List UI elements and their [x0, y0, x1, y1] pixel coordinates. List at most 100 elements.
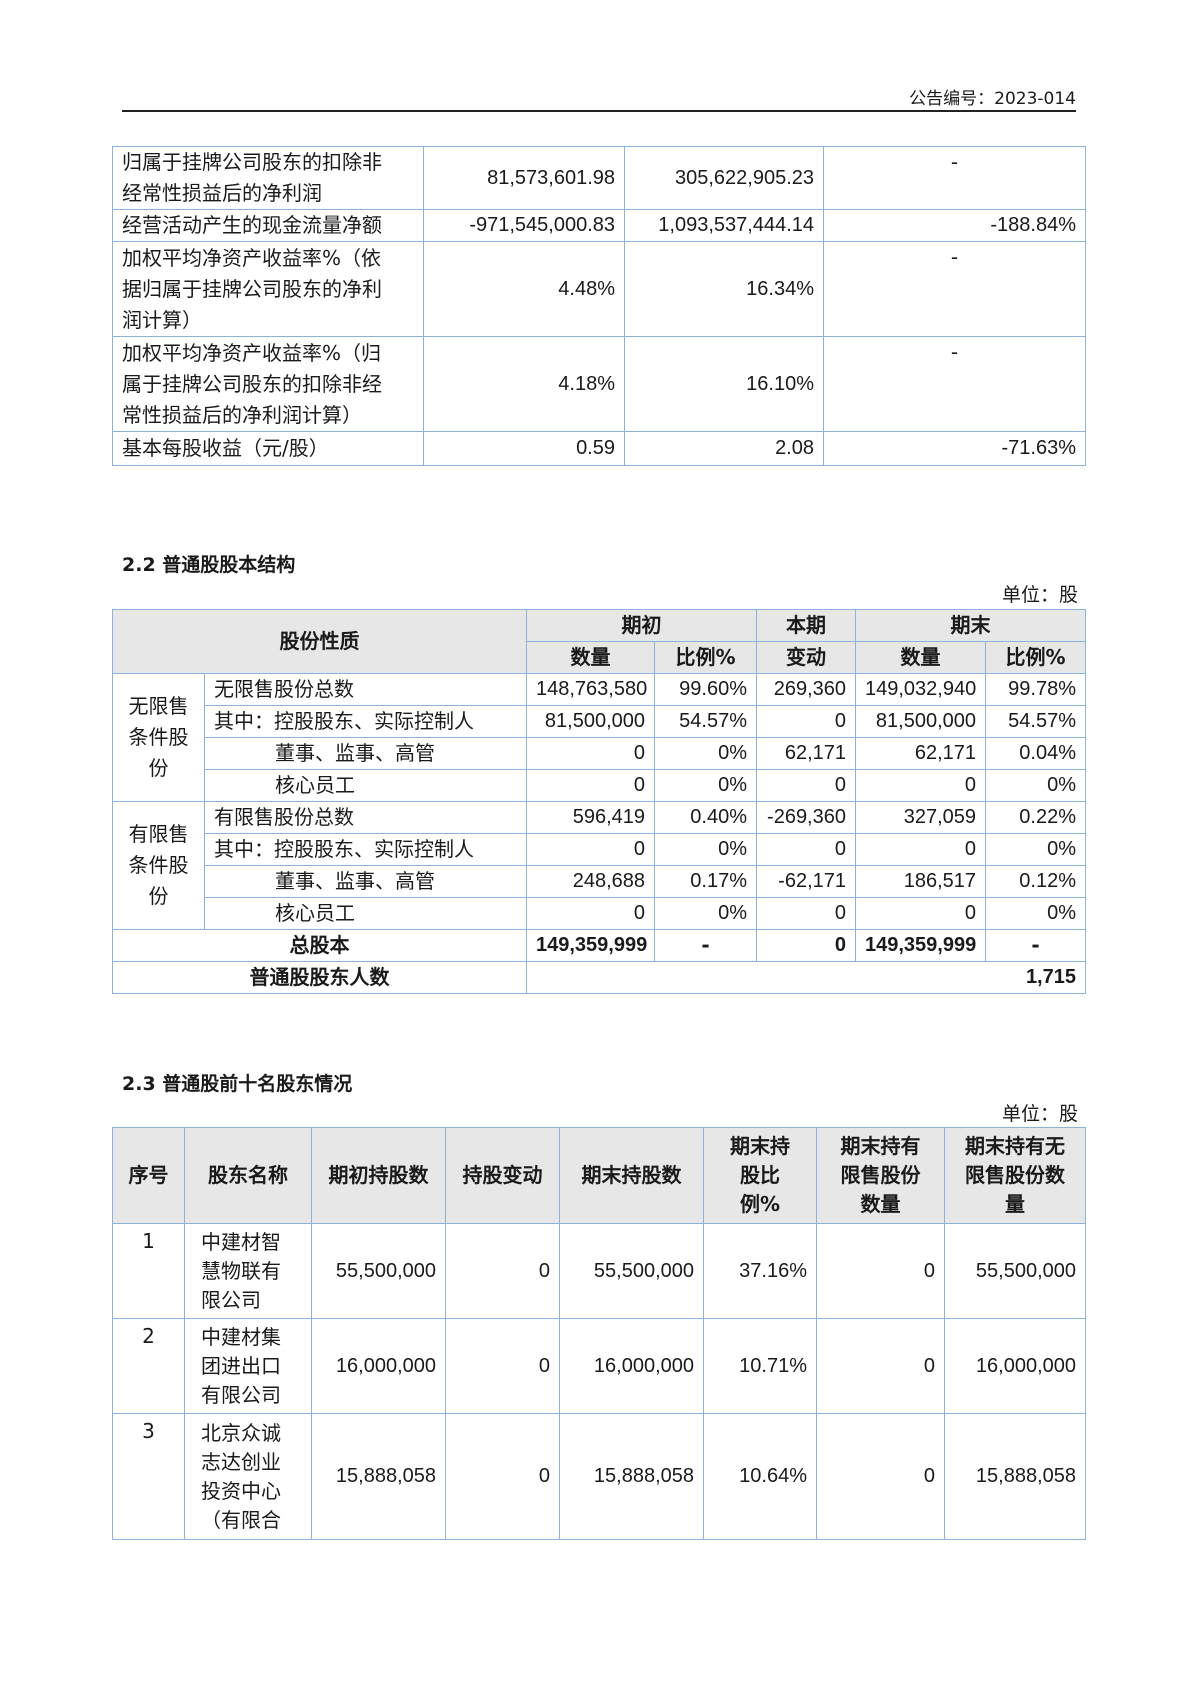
previous-value: 16.10% [624, 336, 824, 432]
column-header: 期末持有限售股份数量 [816, 1127, 945, 1224]
row-label: 其中：控股股东、实际控制人 [204, 705, 527, 738]
change-value: 0 [756, 769, 856, 802]
change-value: -71.63% [823, 431, 1086, 466]
section-2-3-title: 2.3 普通股前十名股东情况 [122, 1073, 353, 1095]
change-value: - [823, 146, 1086, 210]
begin-ratio-value: 0% [654, 769, 757, 802]
column-header: 期初持股数 [311, 1127, 446, 1224]
shareholder-name: 中建材集团进出口有限公司 [184, 1318, 312, 1414]
table-row: 核心员工 0 0% 0 0 0% [113, 769, 1086, 802]
column-header: 股东名称 [184, 1127, 312, 1224]
announcement-number: 公告编号：2023-014 [909, 89, 1076, 109]
ratio-value: 10.64% [703, 1413, 817, 1540]
table-row: 加权平均净资产收益率%（归属于挂牌公司股东的扣除非经常性损益后的净利润计算） 4.… [112, 336, 1086, 432]
table-row: 其中：控股股东、实际控制人 81,500,000 54.57% 0 81,500,000… [113, 705, 1086, 738]
total-label: 总股本 [112, 929, 527, 962]
top-shareholders-table: 序号 股东名称 期初持股数 持股变动 期末持股数 期末持股比例% 期末持有限售股份数量 期末持… [112, 1127, 1086, 1540]
share-structure-table: 股份性质 期初 本期 期末 数量 比例% 变动 数量 比例% 无限售条件股份 无限… [112, 609, 1086, 994]
end-qty-value: 0 [855, 833, 986, 866]
previous-value: 305,622,905.23 [624, 146, 824, 210]
table-row: 其中：控股股东、实际控制人 0 0% 0 0 0% [113, 833, 1086, 866]
section-2-2-unit: 单位：股 [1001, 584, 1078, 606]
previous-value: 1,093,537,444.14 [624, 209, 824, 242]
change-value: -188.84% [823, 209, 1086, 242]
change-value: 0 [445, 1413, 560, 1540]
row-label: 董事、监事、高管 [204, 737, 527, 770]
end-ratio-value: 0% [985, 833, 1086, 866]
section-2-3-unit: 单位：股 [1001, 1103, 1078, 1125]
unrestricted-value: 16,000,000 [944, 1318, 1086, 1414]
end-ratio-value: 0.04% [985, 737, 1086, 770]
begin-qty-value: 0 [526, 769, 655, 802]
table-row: 1 中建材智慧物联有限公司 55,500,000 0 55,500,000 37.16% 0… [112, 1223, 1086, 1319]
change-value: 0 [756, 705, 856, 738]
begin-qty-value: 248,688 [526, 865, 655, 898]
total-end-qty: 149,359,999 [855, 929, 986, 962]
ratio-value: 10.71% [703, 1318, 817, 1414]
end-qty-value: 327,059 [855, 801, 986, 834]
end-value: 15,888,058 [559, 1413, 704, 1540]
holders-value: 1,715 [526, 961, 1086, 994]
change-value: 62,171 [756, 737, 856, 770]
row-label: 有限售股份总数 [204, 801, 527, 834]
column-header: 期末持股比例% [703, 1127, 817, 1224]
column-header: 序号 [112, 1127, 185, 1224]
group-label: 有限售条件股份 [112, 801, 205, 930]
header-change-top: 本期 [756, 609, 856, 642]
total-row: 总股本 149,359,999-0 149,359,999- [112, 929, 1086, 962]
table-row: 董事、监事、高管 248,688 0.17% -62,171 186,517 0.12% [113, 865, 1086, 898]
current-value: 4.48% [423, 241, 625, 337]
table-row: 2 中建材集团进出口有限公司 16,000,000 0 16,000,000 10.71%… [112, 1318, 1086, 1414]
end-ratio-value: 54.57% [985, 705, 1086, 738]
row-label: 加权平均净资产收益率%（依据归属于挂牌公司股东的净利润计算） [112, 241, 424, 337]
begin-value: 15,888,058 [311, 1413, 446, 1540]
change-value: 0 [756, 833, 856, 866]
end-ratio-value: 0.22% [985, 801, 1086, 834]
table-row: 加权平均净资产收益率%（依据归属于挂牌公司股东的净利润计算） 4.48% 16.34… [112, 241, 1086, 337]
table-row: 归属于挂牌公司股东的扣除非经常性损益后的净利润 81,573,601.98 305,… [112, 146, 1086, 210]
begin-qty-value: 596,419 [526, 801, 655, 834]
shareholder-name: 中建材智慧物联有限公司 [184, 1223, 312, 1319]
header-nature: 股份性质 [112, 609, 527, 674]
change-value: 0 [756, 897, 856, 930]
previous-value: 16.34% [624, 241, 824, 337]
begin-ratio-value: 99.60% [654, 673, 757, 706]
row-label: 加权平均净资产收益率%（归属于挂牌公司股东的扣除非经常性损益后的净利润计算） [112, 336, 424, 432]
change-value: - [823, 241, 1086, 337]
end-value: 55,500,000 [559, 1223, 704, 1319]
end-ratio-value: 99.78% [985, 673, 1086, 706]
row-label: 董事、监事、高管 [204, 865, 527, 898]
header-begin-ratio: 比例% [654, 641, 757, 674]
total-begin-qty: 149,359,999 [526, 929, 655, 962]
row-label: 经营活动产生的现金流量净额 [112, 209, 424, 242]
table-row: 董事、监事、高管 0 0% 62,171 62,171 0.04% [113, 737, 1086, 770]
current-value: -971,545,000.83 [423, 209, 625, 242]
unrestricted-value: 55,500,000 [944, 1223, 1086, 1319]
end-qty-value: 0 [855, 769, 986, 802]
holders-row: 普通股股东人数 1,715 [112, 961, 1086, 994]
column-header: 期末持有无限售股份数量 [944, 1127, 1086, 1224]
table-row: 经营活动产生的现金流量净额 -971,545,000.83 1,093,537,44… [112, 209, 1086, 242]
change-value: -269,360 [756, 801, 856, 834]
header-change-bottom: 变动 [756, 641, 856, 674]
header-rule [122, 110, 1076, 112]
change-value: 269,360 [756, 673, 856, 706]
row-number: 3 [112, 1413, 185, 1540]
change-value: 0 [445, 1223, 560, 1319]
change-value: - [823, 336, 1086, 432]
group-label: 无限售条件股份 [112, 673, 205, 802]
begin-ratio-value: 0% [654, 737, 757, 770]
table-row: 核心员工 0 0% 0 0 0% [113, 897, 1086, 930]
begin-ratio-value: 0.40% [654, 801, 757, 834]
restricted-value: 0 [816, 1318, 945, 1414]
table-row: 基本每股收益（元/股） 0.59 2.08 -71.63% [112, 431, 1086, 466]
end-qty-value: 81,500,000 [855, 705, 986, 738]
total-change: 0 [756, 929, 856, 962]
current-value: 81,573,601.98 [423, 146, 625, 210]
end-ratio-value: 0% [985, 769, 1086, 802]
holders-label: 普通股股东人数 [112, 961, 527, 994]
row-label: 核心员工 [204, 769, 527, 802]
begin-value: 55,500,000 [311, 1223, 446, 1319]
ratio-value: 37.16% [703, 1223, 817, 1319]
end-qty-value: 186,517 [855, 865, 986, 898]
